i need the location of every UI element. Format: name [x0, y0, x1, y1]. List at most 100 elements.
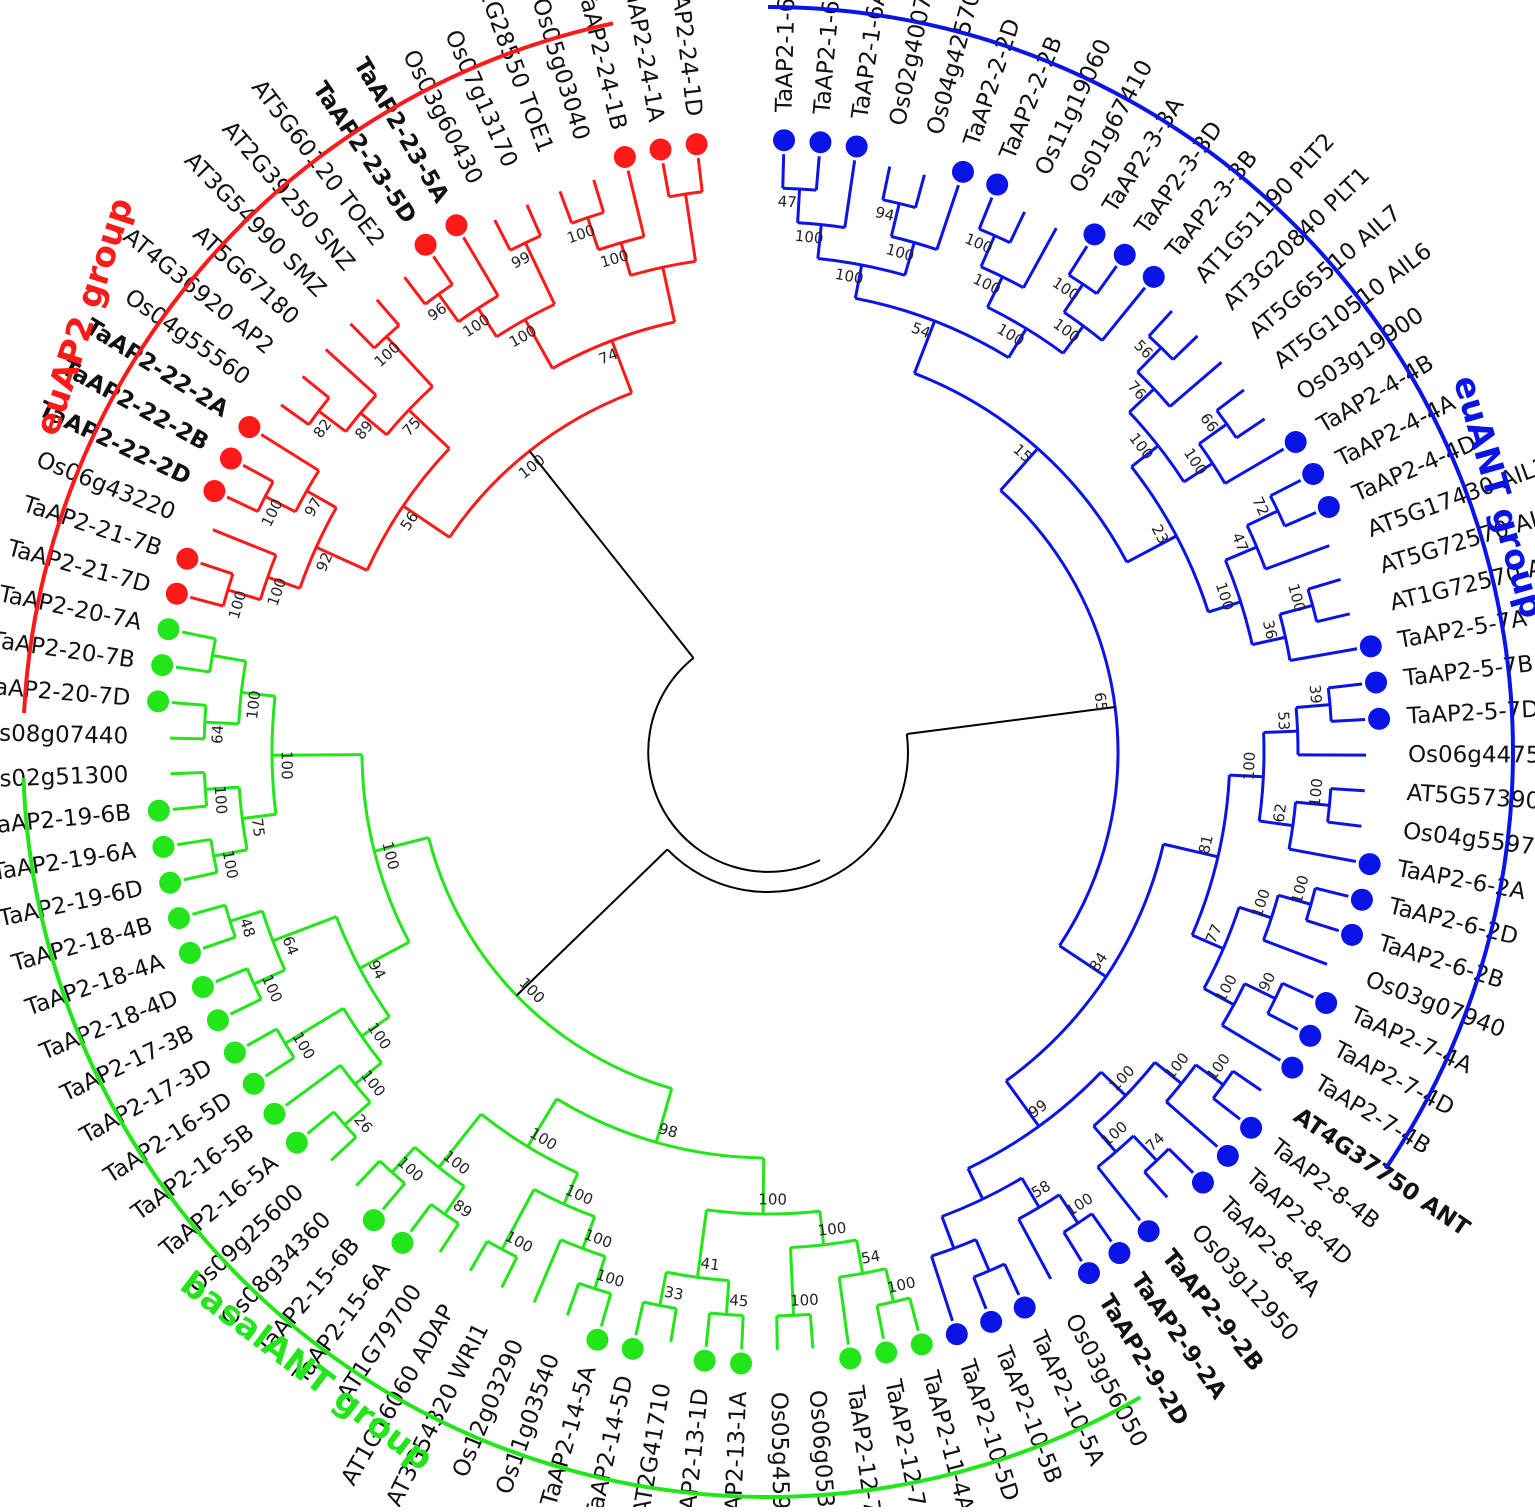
branch-segment: [976, 1240, 989, 1271]
branch-segment: [1144, 1172, 1167, 1197]
leaf-dot-taap2-14-5a: [586, 1329, 608, 1351]
branch-segment: [1264, 731, 1298, 732]
branch-segment: [601, 1294, 610, 1327]
branch-segment: [1265, 546, 1329, 569]
bootstrap-euANT-21: 100: [1284, 582, 1309, 614]
leaf-dot-taap2-8-4d: [1217, 1145, 1239, 1167]
branch-segment: [326, 349, 376, 395]
leaf-dot-taap2-9-2d: [1078, 1262, 1100, 1284]
leaf-dot-taap2-5-7a: [1360, 635, 1382, 657]
bootstrap-euAP2-10: 100: [515, 451, 549, 483]
branch-segment: [798, 189, 800, 223]
leaf-dot-taap2-5-7b: [1365, 671, 1387, 693]
branch-segment: [383, 1183, 405, 1209]
branch-segment: [839, 1277, 848, 1344]
branch-segment: [227, 497, 258, 511]
bootstrap-euAP2-16: 100: [565, 221, 598, 247]
branch-segment: [1069, 246, 1087, 275]
branch-segment: [1097, 266, 1117, 294]
leaf-dot-taap2-17-3d: [224, 1042, 246, 1064]
leaf-dot-taap2-22-2d: [203, 480, 225, 502]
branch-segment: [1102, 288, 1145, 341]
leaf-dot-taap2-7-4d: [1299, 1025, 1321, 1047]
branch-segment: [527, 205, 541, 236]
leaf-dot-taap2-6-2b: [1341, 924, 1363, 946]
branch-segment: [1285, 513, 1316, 527]
leaf-dot-taap2-18-4a: [179, 942, 201, 964]
branch-segment: [1149, 311, 1172, 336]
bootstrap-basalANT-23: 100: [258, 972, 286, 1006]
branch-segment: [783, 154, 784, 188]
leaf-dot-taap2-14-5d: [622, 1338, 644, 1360]
branch-segment: [243, 465, 273, 481]
branch-segment: [281, 405, 309, 425]
bootstrap-euAP2-12: 100: [460, 310, 494, 341]
leaf-dot-taap2-21-7d: [166, 583, 188, 605]
leaf-label-taap2-19-6a: TaAP2-19-6A: [0, 838, 138, 886]
branch-segment: [525, 243, 554, 304]
branch-segment: [726, 1281, 729, 1315]
leaf-dot-taap2-16-5d: [243, 1073, 265, 1095]
root-arc-inner: [667, 734, 908, 892]
branch-segment: [286, 1065, 341, 1105]
bootstrap-values: 4710010094100541001001001001001556761006…: [208, 192, 1326, 1310]
branch-segment: [1166, 1102, 1217, 1147]
branch-segment: [1282, 983, 1313, 997]
branch-segment: [594, 180, 604, 213]
leaf-dot-taap2-1-6a: [846, 135, 868, 157]
bootstrap-euANT-0: 47: [777, 192, 797, 211]
bootstrap-basalANT-6: 41: [699, 1254, 720, 1274]
bootstrap-euANT-29: 81: [1195, 833, 1217, 856]
branch-segment: [1222, 1025, 1280, 1060]
branch-segment: [1308, 579, 1341, 589]
bootstrap-euANT-28: 62: [1270, 802, 1290, 823]
leaf-dot-taap2-3-3a: [1083, 223, 1105, 245]
branch-segment: [698, 158, 702, 192]
leaf-dot-taap2-15-6a: [391, 1232, 413, 1254]
branch-arc: [204, 773, 206, 807]
leaf-dot-taap2-5-7d: [1368, 708, 1390, 730]
leaf-dot-taap2-15-6b: [363, 1209, 385, 1231]
bootstrap-euANT-40: 100: [1098, 1118, 1131, 1150]
leaf-dot-taap2-24-1d: [686, 133, 708, 155]
branch-segment: [182, 632, 215, 639]
branch-segment: [303, 376, 329, 397]
branch-segment: [1024, 228, 1057, 288]
bootstrap-basalANT-9: 100: [594, 1265, 627, 1291]
leaf-label-os02g51300: Os02g51300: [0, 762, 129, 793]
leaf-dot-taap2-4-4a: [1302, 463, 1324, 485]
bootstrap-euANT-1: 100: [794, 227, 824, 248]
branch-segment: [910, 1298, 919, 1331]
bootstrap-euANT-16: 100: [1180, 445, 1211, 479]
branch-segment: [937, 185, 959, 249]
branch-segment: [203, 937, 235, 948]
bootstrap-euANT-25: 53: [1274, 711, 1293, 731]
bootstrap-euANT-38: 100: [1106, 1062, 1139, 1095]
branch-segment: [810, 1314, 813, 1348]
branch-segment: [942, 1216, 954, 1248]
branch-segment: [1331, 720, 1365, 722]
branch-segment: [1263, 940, 1327, 964]
branch-segment: [216, 969, 247, 982]
leaf-dot-taap2-10-5b: [980, 1311, 1002, 1333]
bootstrap-euAP2-0: 100: [225, 589, 250, 622]
branch-segment: [170, 773, 204, 774]
branch-segment: [1213, 1098, 1240, 1119]
branch-arc: [710, 1313, 744, 1316]
branch-segment: [663, 163, 669, 196]
branch-segment: [1331, 789, 1365, 791]
bootstrap-basalANT-4: 100: [758, 1190, 787, 1208]
bootstrap-euANT-23: 65: [1091, 691, 1111, 712]
leaf-dot-taap2-20-7d: [147, 690, 169, 712]
leaf-dot-taap2-11-4a: [911, 1333, 933, 1355]
branch-arc: [1328, 789, 1331, 823]
branch-arc: [1328, 688, 1331, 722]
branch-segment: [671, 1308, 677, 1342]
branch-segment: [883, 167, 890, 200]
leaf-label-taap2-1-6b: TaAP2-1-6B: [809, 0, 846, 116]
bootstrap-basalANT-31: 64: [208, 724, 227, 744]
branch-segment: [173, 806, 207, 809]
branch-segment: [1236, 419, 1264, 438]
leaf-dot-taap2-6-2a: [1359, 853, 1381, 875]
branch-segment: [628, 171, 644, 237]
